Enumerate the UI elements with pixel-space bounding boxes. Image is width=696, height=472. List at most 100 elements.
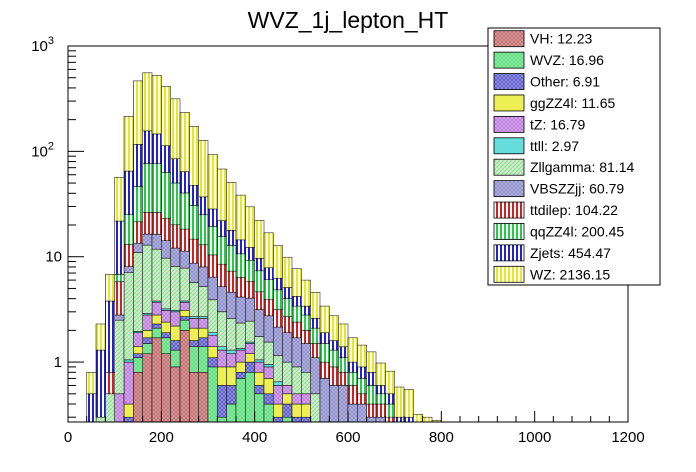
bar-WZ-740 xyxy=(413,413,423,423)
bar-Other-260 xyxy=(189,340,199,347)
bar-Zllgamma-260 xyxy=(189,282,199,317)
bar-WVZ-320 xyxy=(217,416,227,423)
bar-qqZZ4l-460 xyxy=(282,298,293,317)
bar-ggZZ4l-440 xyxy=(273,403,283,418)
legend-label-Zjets: Zjets: 454.47 xyxy=(530,245,611,261)
bar-ggZZ4l-260 xyxy=(189,327,199,341)
bar-WZ-540 xyxy=(319,305,330,333)
bar-WZ-40 xyxy=(86,372,97,395)
bar-ttdilep-340 xyxy=(226,270,237,293)
bar-WZ-180 xyxy=(151,75,162,135)
legend: VH: 12.23 WVZ: 16.96 Other: 6.91 ggZZ4l: 11… xyxy=(487,27,661,286)
bar-VH-200 xyxy=(161,353,171,423)
legend-label-ttdilep: ttdilep: 104.22 xyxy=(530,202,618,218)
bar-Other-240 xyxy=(179,316,190,321)
bar-Other-360 xyxy=(235,372,246,379)
bar-Zllgamma-280 xyxy=(198,286,209,317)
bar-qqZZ4l-160 xyxy=(142,163,153,213)
bar-VBSZZjj-520 xyxy=(310,357,321,395)
x-tick-label: 0 xyxy=(64,429,72,446)
bar-ttdilep-400 xyxy=(254,291,265,310)
legend-swatch-WVZ xyxy=(493,51,525,69)
bar-Zjets-700 xyxy=(394,416,405,423)
bar-Other-140 xyxy=(133,353,143,358)
bar-Zllgamma-360 xyxy=(235,322,246,349)
bar-ttdilep-480 xyxy=(291,321,302,339)
bar-qqZZ4l-400 xyxy=(254,270,265,293)
bar-WZ-400 xyxy=(254,220,265,259)
bar-Zjets-120 xyxy=(123,170,134,215)
bar-ttdilep-560 xyxy=(329,366,339,386)
bar-WZ-440 xyxy=(273,245,283,279)
bar-Zllgamma-400 xyxy=(254,336,265,361)
bar-VBSZZjj-540 xyxy=(319,378,330,423)
bar-WVZ-260 xyxy=(189,346,199,373)
bar-VH-180 xyxy=(151,337,162,423)
bar-VBSZZjj-420 xyxy=(263,315,274,343)
bar-qqZZ4l-120 xyxy=(123,214,134,245)
bar-VBSZZjj-400 xyxy=(254,309,265,337)
bar-ttdilep-220 xyxy=(170,224,181,249)
bar-ttdilep-120 xyxy=(123,244,134,267)
bar-Other-480 xyxy=(291,416,302,423)
bar-WVZ-160 xyxy=(142,343,153,354)
bar-Other-200 xyxy=(161,332,171,339)
bar-Zllgamma-420 xyxy=(263,341,274,365)
bar-qqZZ4l-380 xyxy=(245,260,255,282)
bar-Zllgamma-480 xyxy=(291,366,302,395)
bar-ggZZ4l-420 xyxy=(263,378,274,395)
bar-Zjets-480 xyxy=(291,296,302,307)
legend-swatch-qqZZ4l xyxy=(493,223,525,240)
bar-Other-280 xyxy=(198,337,209,347)
bar-ttll-300 xyxy=(207,332,218,336)
bar-WZ-60 xyxy=(95,323,106,351)
bar-WZ-240 xyxy=(179,112,190,172)
bar-Zllgamma-240 xyxy=(179,267,190,302)
bar-VBSZZjj-560 xyxy=(329,385,339,423)
bar-VBSZZjj-640 xyxy=(366,416,377,423)
bar-ttdilep-680 xyxy=(385,416,395,423)
bar-WZ-100 xyxy=(114,176,125,222)
bar-ggZZ4l-220 xyxy=(170,325,181,341)
bar-WZ-560 xyxy=(329,315,339,341)
bar-tZ-260 xyxy=(189,318,199,329)
legend-label-WZ: WZ: 2136.15 xyxy=(530,266,610,282)
bar-ttdilep-280 xyxy=(198,244,209,268)
bar-WZ-420 xyxy=(263,232,274,269)
bar-Zjets-380 xyxy=(245,247,255,261)
bar-tZ-120 xyxy=(123,361,134,405)
bar-Zjets-160 xyxy=(142,130,153,164)
bar-ttll-440 xyxy=(273,381,283,386)
bar-VBSZZjj-340 xyxy=(226,292,237,319)
bar-VBSZZjj-120 xyxy=(123,266,134,273)
x-tick-label: 1200 xyxy=(611,429,644,446)
bar-WVZ-280 xyxy=(198,346,209,373)
bar-ttll-120 xyxy=(123,359,134,363)
bar-Other-160 xyxy=(142,337,153,344)
bar-qqZZ4l-500 xyxy=(301,314,311,331)
bar-qqZZ4l-340 xyxy=(226,245,237,272)
bar-qqZZ4l-620 xyxy=(357,378,367,395)
bar-tZ-460 xyxy=(282,385,293,395)
bar-Zjets-400 xyxy=(254,258,265,272)
bar-tZ-300 xyxy=(207,334,218,347)
bar-ggZZ4l-340 xyxy=(226,366,237,386)
bar-VBSZZjj-380 xyxy=(245,297,255,322)
bar-Zllgamma-440 xyxy=(273,355,283,383)
bar-ttdilep-500 xyxy=(301,330,311,344)
bar-WZ-760 xyxy=(422,416,433,423)
bar-tZ-500 xyxy=(301,393,311,405)
legend-swatch-ttll xyxy=(493,137,525,155)
bar-VBSZZjj-440 xyxy=(273,326,283,356)
x-tick-label: 200 xyxy=(149,429,174,446)
bar-ggZZ4l-200 xyxy=(161,321,171,333)
bar-VBSZZjj-300 xyxy=(207,276,218,301)
bar-ttdilep-660 xyxy=(375,403,386,418)
bar-ttdilep-540 xyxy=(319,361,330,379)
bar-ttdilep-620 xyxy=(357,393,367,405)
legend-swatch-Zjets xyxy=(493,244,525,262)
bar-Other-400 xyxy=(254,385,265,395)
bar-qqZZ4l-440 xyxy=(273,289,283,310)
bar-WVZ-340 xyxy=(226,403,237,423)
bar-ggZZ4l-400 xyxy=(254,372,265,386)
